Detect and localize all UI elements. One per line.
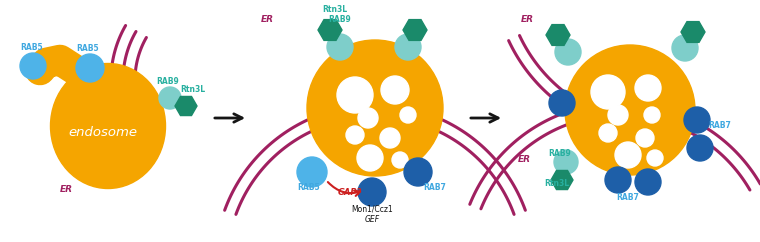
Polygon shape bbox=[546, 25, 570, 45]
Text: Rtn3L: Rtn3L bbox=[544, 179, 569, 188]
Polygon shape bbox=[175, 97, 197, 115]
Circle shape bbox=[400, 107, 416, 123]
Text: ER: ER bbox=[261, 15, 274, 24]
Circle shape bbox=[337, 77, 373, 113]
Circle shape bbox=[672, 35, 698, 61]
Text: RAB9: RAB9 bbox=[548, 149, 571, 158]
Circle shape bbox=[635, 169, 661, 195]
Circle shape bbox=[599, 124, 617, 142]
Polygon shape bbox=[318, 20, 342, 40]
Circle shape bbox=[297, 157, 327, 187]
Circle shape bbox=[392, 152, 408, 168]
Text: ER: ER bbox=[518, 155, 531, 164]
Text: endosome: endosome bbox=[68, 127, 138, 139]
Circle shape bbox=[159, 87, 181, 109]
Text: RAB5: RAB5 bbox=[76, 44, 99, 53]
Circle shape bbox=[381, 76, 409, 104]
Text: RAB7: RAB7 bbox=[616, 193, 639, 202]
Circle shape bbox=[26, 56, 54, 84]
Text: GEF: GEF bbox=[365, 215, 379, 224]
Circle shape bbox=[380, 128, 400, 148]
Circle shape bbox=[636, 129, 654, 147]
Text: RAB5: RAB5 bbox=[297, 183, 320, 192]
Text: Rtn3L: Rtn3L bbox=[180, 85, 205, 94]
Circle shape bbox=[549, 90, 575, 116]
Circle shape bbox=[635, 75, 661, 101]
Circle shape bbox=[20, 53, 46, 79]
Circle shape bbox=[554, 150, 578, 174]
Circle shape bbox=[644, 107, 660, 123]
Text: RAB9: RAB9 bbox=[328, 15, 351, 24]
Circle shape bbox=[395, 34, 421, 60]
Circle shape bbox=[647, 150, 663, 166]
Circle shape bbox=[358, 108, 378, 128]
Text: RAB5: RAB5 bbox=[20, 43, 43, 52]
Circle shape bbox=[615, 142, 641, 168]
Text: GAP?: GAP? bbox=[338, 188, 363, 197]
Text: RAB7: RAB7 bbox=[423, 183, 446, 192]
Polygon shape bbox=[681, 22, 705, 42]
Circle shape bbox=[358, 178, 386, 206]
Circle shape bbox=[307, 40, 443, 176]
Circle shape bbox=[327, 34, 353, 60]
Polygon shape bbox=[551, 170, 573, 189]
Text: Mon1/Ccz1: Mon1/Ccz1 bbox=[351, 205, 393, 214]
Circle shape bbox=[687, 135, 713, 161]
Circle shape bbox=[565, 45, 695, 175]
Polygon shape bbox=[403, 20, 427, 40]
Text: RAB9: RAB9 bbox=[156, 77, 179, 86]
Text: RAB7: RAB7 bbox=[708, 121, 731, 130]
Text: ER: ER bbox=[60, 185, 73, 194]
Circle shape bbox=[591, 75, 625, 109]
Circle shape bbox=[555, 39, 581, 65]
Circle shape bbox=[684, 107, 710, 133]
Circle shape bbox=[404, 158, 432, 186]
Circle shape bbox=[605, 167, 631, 193]
Circle shape bbox=[76, 54, 104, 82]
Circle shape bbox=[357, 145, 383, 171]
Circle shape bbox=[346, 126, 364, 144]
Circle shape bbox=[608, 105, 628, 125]
Text: Rtn3L: Rtn3L bbox=[322, 5, 347, 14]
Ellipse shape bbox=[50, 63, 166, 189]
Text: ER: ER bbox=[521, 15, 534, 24]
